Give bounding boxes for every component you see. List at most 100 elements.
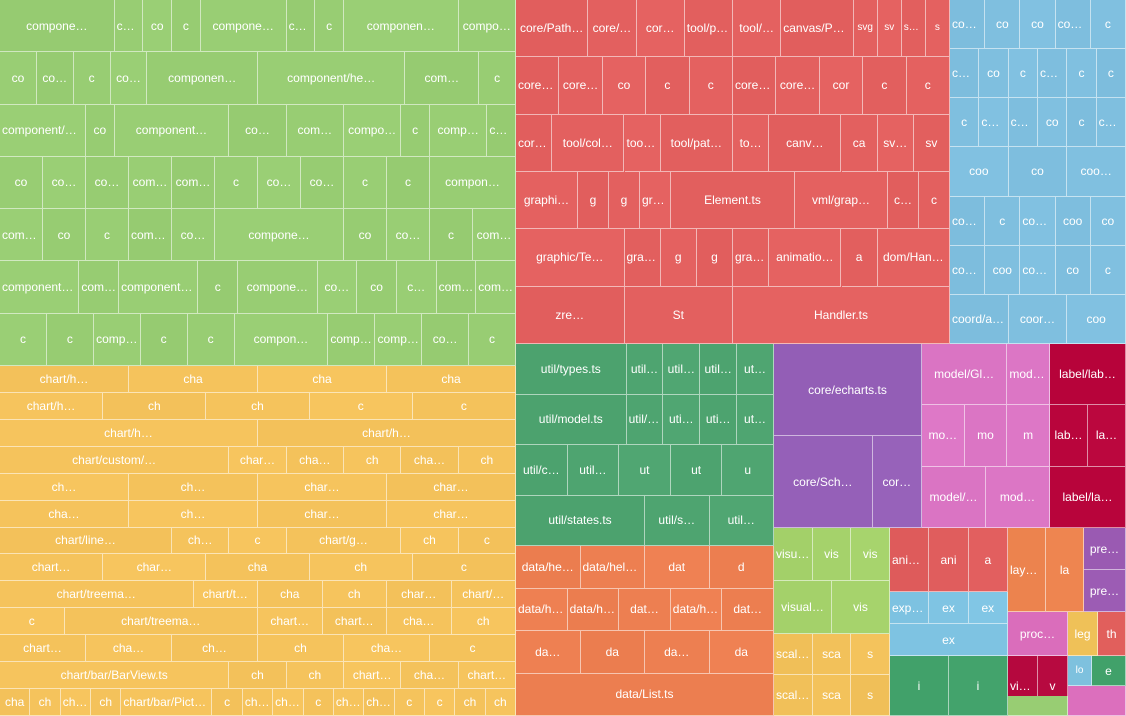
treemap-cell[interactable]: comp… [430,104,488,157]
treemap-cell[interactable]: co [1020,0,1056,50]
treemap-cell[interactable]: th [1098,612,1126,656]
treemap-cell[interactable]: chart/t… [242,689,274,716]
treemap-cell[interactable]: core… [776,57,820,115]
treemap-cell[interactable]: ani [929,528,969,592]
treemap-cell[interactable]: c [458,527,516,555]
treemap-cell[interactable]: coor… [1020,245,1056,295]
treemap-cell[interactable]: ca [841,114,878,172]
treemap-cell[interactable]: component… [114,104,230,157]
treemap-cell[interactable]: c [187,313,235,366]
treemap-cell[interactable]: ch [322,581,387,609]
treemap-cell[interactable]: c [229,527,287,555]
treemap-cell[interactable]: model/Gl… [922,344,1008,406]
treemap-cell[interactable]: c… [888,172,919,230]
treemap-cell[interactable]: graph… [624,229,661,287]
treemap-cell[interactable]: co [602,57,647,115]
treemap-cell[interactable]: com… [286,104,344,157]
treemap-cell[interactable]: core/… [588,0,637,58]
treemap-cell[interactable]: scale/T… [774,634,813,675]
treemap-cell[interactable]: da [709,631,774,674]
treemap-cell[interactable]: chart… [458,662,516,690]
treemap-cell[interactable]: svg [853,0,878,58]
treemap-cell[interactable]: ch [451,608,516,636]
treemap-cell[interactable]: coo [1067,294,1126,344]
treemap-cell[interactable]: co [43,209,86,262]
treemap-cell[interactable]: compone… [328,313,376,366]
treemap-cell[interactable]: co… [286,0,316,53]
treemap-cell[interactable]: component/he… [258,52,406,105]
treemap-cell[interactable]: lab… [1050,405,1088,467]
treemap-cell[interactable]: g [696,229,733,287]
treemap-cell[interactable]: pre… [1084,570,1126,612]
treemap-cell[interactable]: ch… [0,473,129,501]
treemap-cell[interactable]: uti… [663,394,701,445]
treemap-cell[interactable]: cha… [0,500,129,528]
treemap-cell[interactable]: vis [851,528,890,581]
treemap-cell[interactable]: char… [364,689,395,716]
treemap-cell[interactable]: c [919,172,950,230]
treemap-cell[interactable]: core/echarts.ts [774,344,922,436]
treemap-cell[interactable]: co… [110,52,148,105]
treemap-cell[interactable]: coor… [1055,0,1091,50]
treemap-cell[interactable]: ch… [129,500,258,528]
treemap-cell[interactable]: cha [0,689,31,716]
treemap-cell[interactable]: chart/treema… [64,608,258,636]
treemap-cell[interactable]: coor… [979,98,1009,148]
treemap-cell[interactable]: compone… [436,261,477,314]
treemap-cell[interactable]: c [430,209,473,262]
treemap-cell[interactable]: label/lab… [1050,344,1126,406]
treemap-cell[interactable]: la [1046,528,1084,612]
treemap-cell[interactable]: data/he… [516,546,581,589]
treemap-cell[interactable]: co… [317,261,358,314]
treemap-cell[interactable]: chart/h… [258,419,516,447]
treemap-cell[interactable]: chart… [273,689,304,716]
treemap-cell[interactable]: Handler.ts [733,286,950,344]
treemap-cell[interactable]: co… [1038,49,1068,99]
treemap-cell[interactable]: cha [206,554,310,582]
treemap-cell[interactable]: co [0,156,43,210]
treemap-cell[interactable]: label/la… [1050,466,1126,528]
treemap-cell[interactable]: cha… [401,446,459,474]
treemap-cell[interactable]: c [479,52,516,105]
treemap-cell[interactable]: c [950,98,980,148]
treemap-cell[interactable]: co… [258,156,301,210]
treemap-cell[interactable]: coo… [950,196,986,246]
treemap-cell[interactable]: animati… [890,528,930,592]
treemap-cell[interactable]: chart… [322,608,387,636]
treemap-cell[interactable]: util… [626,344,664,395]
treemap-cell[interactable]: data/he… [516,588,568,631]
treemap-cell[interactable]: ch [206,392,310,420]
treemap-cell[interactable]: i [890,656,949,716]
treemap-cell[interactable]: animatio… [769,229,842,287]
treemap-cell[interactable]: tool/… [733,0,782,58]
treemap-cell[interactable]: c… [396,261,437,314]
treemap-cell[interactable]: visual… [774,581,832,634]
treemap-cell[interactable]: com… [405,52,480,105]
treemap-cell[interactable]: ch… [172,635,258,663]
treemap-cell[interactable]: visual… [774,528,813,581]
treemap-cell[interactable]: ut [619,445,671,496]
treemap-cell[interactable]: co… [301,156,344,210]
treemap-cell[interactable]: m [1007,405,1050,467]
treemap-cell[interactable]: proc… [1008,612,1068,656]
treemap-cell[interactable]: c [646,57,690,115]
treemap-cell[interactable]: c [469,313,516,366]
treemap-cell[interactable]: componen… [147,52,258,105]
treemap-cell[interactable]: da… [516,631,581,674]
treemap-cell[interactable]: c [424,689,456,716]
treemap-cell[interactable]: chart/h… [0,392,104,420]
treemap-cell[interactable]: e [1092,656,1126,686]
treemap-cell[interactable]: c [344,156,387,210]
treemap-cell[interactable]: data/List.ts [516,673,774,716]
treemap-cell[interactable]: c [863,57,907,115]
treemap-cell[interactable]: cha [258,366,387,393]
treemap-cell[interactable]: tool/pa… [684,0,733,58]
treemap-cell[interactable]: co… [422,313,470,366]
treemap-cell[interactable]: coo [985,245,1021,295]
treemap-cell[interactable]: a [968,528,1008,592]
treemap-cell[interactable]: St [624,286,733,344]
treemap-cell[interactable]: comp… [476,261,516,314]
treemap-cell[interactable]: coo… [1020,196,1056,246]
treemap-cell[interactable]: comp… [79,261,120,314]
treemap-cell[interactable]: chart… [344,662,402,690]
